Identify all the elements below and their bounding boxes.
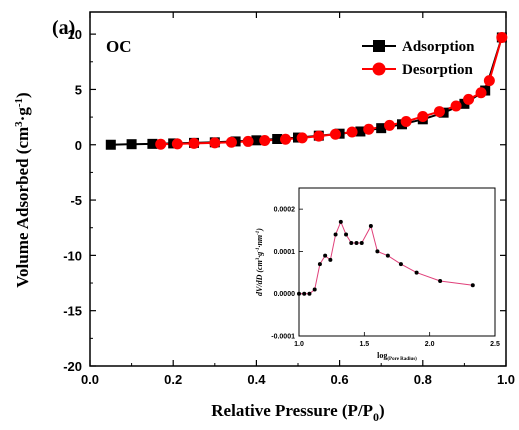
desorption-point [313,130,325,142]
legend-adsorption-label: Adsorption [402,39,475,55]
y-tick-label: -20 [63,359,82,374]
desorption-point [225,136,237,148]
y-tick-label: 0 [75,138,82,153]
inset-point [414,270,419,275]
inset-point [470,283,475,288]
adsorption-point [126,139,137,150]
inset-point [359,240,364,245]
main-axis-ticks: 0.0 0.2 0.4 0.6 0.8 1.0 -20 -15 -10 -5 0 5 10 [63,12,515,387]
legend: Adsorption Desorption [362,39,475,78]
x-axis-title: Relative Pressure (P/P0) [211,401,384,424]
desorption-point [483,75,495,87]
x-tick-label: 0.4 [247,372,266,387]
legend-desorption-marker [372,62,386,76]
desorption-point [417,111,429,123]
desorption-point [171,138,183,150]
adsorption-point [355,126,366,137]
inset-axis-ticks: 1.0 1.5 2.0 2.5 -0.0001 0.0000 0.0001 0.0002 [271,207,500,348]
inset-point [302,291,307,296]
legend-adsorption-marker [373,40,385,52]
inset-y-axis-title: dV/dD (cm3·g-1·nm-1) [255,228,264,296]
x-tick-label: 0.8 [414,372,432,387]
x-tick-label: 0.6 [331,372,349,387]
legend-desorption-label: Desorption [402,62,473,78]
main-series-layer [105,31,508,150]
desorption-point [363,123,375,135]
inset-x-tick-label: 2.5 [490,341,500,348]
inset-point [344,232,349,237]
inset-point [385,253,390,258]
inset-series-line [299,220,473,295]
desorption-point [329,128,341,140]
inset-plot-frame [298,187,496,337]
x-tick-label: 0.0 [81,372,99,387]
inset-x-tick-label: 2.0 [425,341,435,348]
desorption-point [400,116,412,128]
adsorption-point [105,139,116,150]
inset-point [338,219,343,224]
desorption-point [475,87,487,99]
desorption-point [346,126,358,138]
inset-point [375,249,380,254]
y-axis-title: Volume Adsorbed (cm3·g-1) [13,92,32,287]
y-tick-label: -5 [70,193,82,208]
desorption-point [384,119,396,131]
inset-point [349,240,354,245]
inset-y-tick-label: 0.0000 [274,291,296,298]
inset-point [438,279,443,284]
desorption-point [496,31,508,43]
x-tick-label: 1.0 [497,372,515,387]
inset-y-tick-label: -0.0001 [271,334,295,341]
adsorption-point [376,123,387,134]
desorption-point [188,137,200,149]
desorption-point [433,106,445,118]
inset-x-axis-title: log(Pore Radius) [377,351,417,362]
inset-point [297,291,301,296]
y-tick-label: 5 [75,82,82,97]
desorption-point [450,100,462,112]
inset-point [323,253,328,258]
inset-point [307,291,312,296]
sample-label: OC [106,37,132,56]
desorption-point [463,93,475,105]
inset-x-tick-label: 1.0 [294,341,304,348]
inset-point [333,232,338,237]
inset-point [317,262,322,267]
inset-point [368,224,373,229]
desorption-point [242,135,254,147]
desorption-point [209,137,221,149]
y-tick-label: 10 [68,27,82,42]
adsorption-point [251,135,262,146]
y-tick-label: -15 [63,304,82,319]
desorption-point [155,138,167,150]
inset-x-tick-label: 1.5 [359,341,369,348]
inset-point [328,257,333,262]
desorption-point [280,133,292,145]
inset-point [354,240,359,245]
inset-chart: 1.0 1.5 2.0 2.5 -0.0001 0.0000 0.0001 0.0002 lo… [255,187,500,362]
desorption-point [259,135,271,147]
inset-point [312,287,317,292]
inset-series-layer [297,219,475,296]
y-tick-label: -10 [63,248,82,263]
inset-y-tick-label: 0.0002 [274,207,296,214]
inset-point [398,262,403,267]
inset-y-tick-label: 0.0001 [274,249,296,256]
adsorption-point [147,138,158,149]
desorption-point [296,132,308,144]
panel-label: (a) [52,17,75,39]
x-tick-label: 0.2 [164,372,182,387]
adsorption-point [459,98,470,109]
adsorption-point [272,133,283,144]
